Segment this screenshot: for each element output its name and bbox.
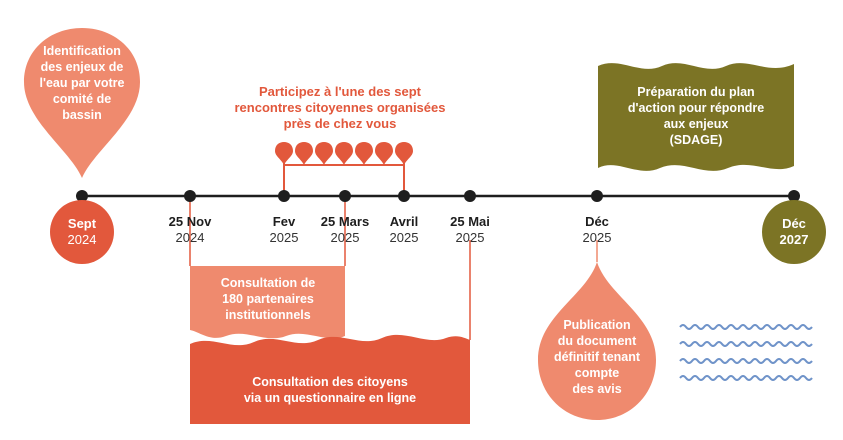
publication-line: du document	[558, 334, 637, 348]
meeting-pins	[275, 142, 413, 165]
citizens-box	[190, 334, 470, 424]
partners-text: Consultation de 180 partenaires institut…	[221, 276, 315, 322]
date-year: 2025	[456, 230, 485, 245]
publication-drop	[538, 262, 656, 420]
timeline-dot	[591, 190, 603, 202]
partners-line: institutionnels	[225, 308, 310, 322]
date-year: 2024	[176, 230, 205, 245]
partners-line: Consultation de	[221, 276, 315, 290]
publication-text: Publication du document définitif tenant…	[554, 318, 641, 396]
publication-line: des avis	[572, 382, 621, 396]
timeline-dot	[184, 190, 196, 202]
date-label: Déc	[585, 214, 609, 229]
start-bubble-line: comité de	[53, 92, 111, 106]
start-bubble-line: l'eau par votre	[40, 76, 125, 90]
start-bubble	[24, 28, 140, 178]
publication-line: Publication	[563, 318, 630, 332]
meeting-pin-icon	[395, 142, 413, 165]
meeting-pin-icon	[375, 142, 393, 165]
date-label: 25 Mars	[321, 214, 369, 229]
end-date-year: 2027	[780, 232, 809, 247]
sdage-line: aux enjeux	[664, 117, 729, 131]
meetings-heading: Participez à l'une des sept rencontres c…	[235, 84, 446, 131]
start-date-label: Sept	[68, 216, 97, 231]
sdage-line: (SDAGE)	[670, 133, 723, 147]
partners-box	[190, 266, 345, 339]
date-label: Fev	[273, 214, 296, 229]
publication-line: définitif tenant	[554, 350, 641, 364]
timeline-dot	[788, 190, 800, 202]
date-label: 25 Nov	[169, 214, 212, 229]
meeting-pin-icon	[295, 142, 313, 165]
end-date-label: Déc	[782, 216, 806, 231]
end-date-circle	[762, 200, 826, 264]
wave-line	[679, 358, 813, 364]
sdage-line: d'action pour répondre	[628, 101, 764, 115]
wave-line	[679, 375, 813, 381]
start-bubble-text: Identification des enjeux de l'eau par v…	[40, 44, 125, 122]
start-bubble-line: Identification	[43, 44, 121, 58]
meetings-line: près de chez vous	[284, 116, 397, 131]
wave-line	[679, 324, 813, 330]
wave-line	[679, 341, 813, 347]
citizens-line: Consultation des citoyens	[252, 375, 408, 389]
partners-line: 180 partenaires	[222, 292, 314, 306]
meeting-pin-icon	[315, 142, 333, 165]
timeline-dot	[398, 190, 410, 202]
start-bubble-line: bassin	[62, 108, 102, 122]
date-year: 2025	[331, 230, 360, 245]
date-label: Avril	[390, 214, 418, 229]
sdage-banner	[598, 63, 794, 171]
start-bubble-line: des enjeux de	[41, 60, 124, 74]
meetings-line: rencontres citoyennes organisées	[235, 100, 446, 115]
sdage-line: Préparation du plan	[637, 85, 754, 99]
sdage-text: Préparation du plan d'action pour répond…	[628, 85, 764, 147]
meeting-pin-icon	[275, 142, 293, 165]
start-date-year: 2024	[68, 232, 97, 247]
timeline-dot	[278, 190, 290, 202]
timeline-dot	[464, 190, 476, 202]
date-year: 2025	[390, 230, 419, 245]
start-date-circle	[50, 200, 114, 264]
date-year: 2025	[583, 230, 612, 245]
date-label: 25 Mai	[450, 214, 490, 229]
citizens-text: Consultation des citoyens via un questio…	[244, 375, 416, 405]
citizens-line: via un questionnaire en ligne	[244, 391, 416, 405]
meeting-pin-icon	[355, 142, 373, 165]
meetings-line: Participez à l'une des sept	[259, 84, 422, 99]
date-year: 2025	[270, 230, 299, 245]
publication-line: compte	[575, 366, 620, 380]
timeline-dot	[339, 190, 351, 202]
timeline-dot	[76, 190, 88, 202]
meeting-pin-icon	[335, 142, 353, 165]
decorative-waves	[679, 324, 813, 381]
